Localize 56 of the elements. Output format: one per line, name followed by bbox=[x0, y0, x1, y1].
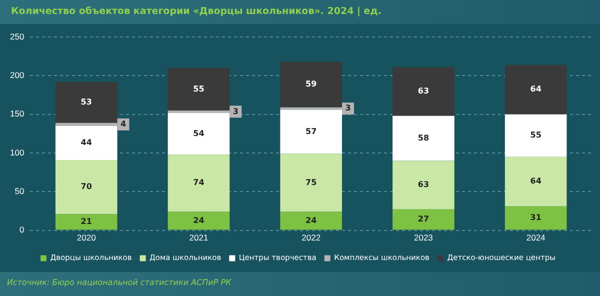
bar bbox=[504, 206, 567, 230]
data-label: 63 bbox=[418, 86, 430, 96]
bar bbox=[392, 116, 454, 161]
bar bbox=[168, 154, 230, 212]
bar bbox=[392, 67, 454, 116]
bar bbox=[280, 62, 342, 108]
bar bbox=[504, 114, 567, 157]
data-label: 21 bbox=[80, 217, 92, 226]
data-label: 3 bbox=[232, 106, 238, 116]
text: Источник: Бюро национальной статистики АСПиР РК bbox=[7, 278, 232, 287]
data-label: 24 bbox=[306, 216, 318, 225]
data-label: 24 bbox=[193, 216, 205, 225]
bar bbox=[168, 68, 230, 111]
y-tick-label: 0 bbox=[19, 224, 24, 235]
bar bbox=[168, 212, 230, 230]
bar bbox=[55, 82, 118, 123]
x-tick-label: 2021 bbox=[189, 232, 208, 243]
bar bbox=[55, 160, 118, 214]
bar bbox=[392, 209, 454, 230]
bar bbox=[504, 64, 567, 114]
data-label: 31 bbox=[530, 213, 542, 222]
data-label: 59 bbox=[306, 80, 318, 89]
y-tick-label: 100 bbox=[10, 147, 24, 158]
data-label: 64 bbox=[530, 84, 542, 94]
y-tick-label: 250 bbox=[10, 31, 24, 42]
data-label: 3 bbox=[345, 104, 351, 113]
bar bbox=[280, 212, 342, 230]
data-label: 74 bbox=[193, 178, 205, 188]
bar bbox=[504, 156, 567, 206]
x-tick-label: 2024 bbox=[526, 232, 546, 243]
bar bbox=[55, 214, 118, 230]
data-label: 75 bbox=[306, 178, 318, 187]
bar bbox=[392, 160, 454, 210]
data-label: 54 bbox=[193, 128, 205, 138]
data-label: 55 bbox=[530, 130, 542, 140]
x-tick-label: 2023 bbox=[414, 232, 434, 243]
bar bbox=[55, 126, 118, 160]
data-label: 57 bbox=[306, 126, 317, 136]
bar bbox=[168, 112, 230, 155]
data-label: 70 bbox=[80, 182, 92, 192]
x-tick-label: 2022 bbox=[302, 232, 321, 243]
data-label: 55 bbox=[193, 84, 205, 94]
x-tick-label: 2020 bbox=[76, 232, 96, 243]
data-label: 44 bbox=[80, 138, 92, 148]
data-label: 58 bbox=[418, 133, 430, 142]
data-label: 63 bbox=[418, 180, 430, 190]
data-label: 4 bbox=[120, 120, 126, 129]
data-label: 64 bbox=[530, 176, 542, 186]
chart-title: Количество объектов категории «Дворцы школьников». 2024 | ед. bbox=[0, 0, 600, 24]
y-tick-label: 200 bbox=[10, 70, 24, 80]
y-tick-label: 50 bbox=[14, 186, 24, 196]
data-label: 53 bbox=[80, 97, 92, 106]
bar bbox=[280, 110, 342, 154]
data-label: 27 bbox=[418, 214, 430, 224]
y-tick-label: 150 bbox=[10, 108, 24, 119]
bar bbox=[280, 154, 342, 212]
